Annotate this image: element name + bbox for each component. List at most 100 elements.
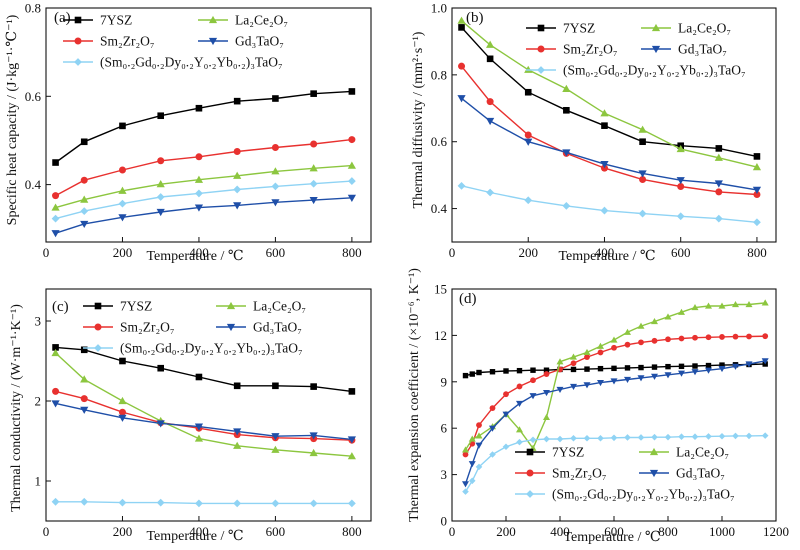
panel-d-series-1-point	[665, 336, 671, 343]
panel-c-legend: 7YSZ La₂Ce₂O₇ Sm₂Zr₂O₇ Gd₃TaO₇ (Sm₀.₂Gd₀.₂Dy…	[83, 299, 306, 356]
panel-d-series-4-point	[691, 433, 699, 441]
panel-d-series-3-point	[745, 361, 753, 368]
panel-c-series-2-point	[309, 448, 318, 457]
panel-d-legend-label: 7YSZ	[552, 445, 584, 460]
panel-d-series-0-point	[597, 365, 604, 372]
panel-a-legend-label: Sm₂Zr₂O₇	[100, 34, 155, 49]
panel-d-series-1-point	[570, 360, 577, 367]
panel-a-series-4-point	[195, 189, 203, 198]
panel-d-series-4-point	[624, 434, 631, 441]
panel-d-series-0-point	[638, 364, 644, 371]
panel-c-series-0-point	[272, 382, 279, 390]
panel-b-series-2-point	[486, 40, 495, 48]
panel-b-legend: 7YSZ La₂Ce₂O₇ Sm₂Zr₂O₇ Gd₃TaO₇ (Sm₀.₂Gd₀.₂Dy…	[526, 21, 746, 78]
panel-d-series-2-point	[664, 313, 672, 320]
panel-c-series-4-point	[347, 499, 356, 508]
panel-a-series-2-point	[118, 186, 127, 194]
panel-d-series-0-point	[584, 366, 590, 372]
panel-d-series-0-point	[719, 362, 725, 368]
panel-a-series-4-point	[80, 207, 89, 215]
panel-d-series-1-point	[624, 341, 631, 348]
panel-b-series-0-point	[639, 138, 646, 146]
panel-d-series-1-point	[705, 334, 712, 341]
panel-c-series-0-point	[195, 373, 203, 381]
panel-b-series-3-point	[562, 149, 571, 157]
panel-b-series-0-point	[753, 153, 761, 160]
panel-b-series-0-point	[715, 145, 723, 152]
panel-d-xtick-label: 800	[658, 524, 678, 539]
panel-b-xtick-label: 400	[595, 245, 615, 260]
panel-d-series-0-point	[678, 363, 685, 370]
panel-c-xtick-label: 400	[189, 524, 209, 539]
panel-b-series-1-point	[486, 98, 494, 106]
panel-d-series-2-point	[637, 322, 645, 329]
panel-d-series-1-point	[489, 405, 496, 411]
panel-d-series-2-point	[468, 435, 476, 442]
panel-b-series-4-point	[753, 218, 761, 227]
panel-c-series-4-point	[233, 499, 242, 508]
panel-a-series-1-point	[310, 140, 318, 148]
panel-c-series-0-point	[157, 364, 165, 372]
panel-c-ytick-label: 1	[35, 474, 42, 489]
panel-a-series-4-point	[118, 199, 127, 208]
panel-a-plot-area: 0 200 400 600 800 0.4 0.6 0.8 7YSZ La₂Ce₂O₇ Sm₂Zr₂…	[25, 1, 372, 260]
panel-d-ytick-label: 15	[434, 282, 447, 297]
panel-d-series-3-point	[462, 481, 469, 488]
panel-b-series-0-point	[524, 88, 532, 96]
panel-a-series-0-point	[310, 90, 317, 97]
panel-d-series-0-point	[543, 367, 550, 373]
panel-a-series-2-point	[309, 164, 318, 172]
panel-a-series-2-point	[347, 161, 356, 169]
panel-a-ytick-label: 0.8	[25, 1, 41, 16]
panel-d-series-4-point	[745, 432, 753, 440]
panel-d-ytick-label: 9	[441, 374, 448, 389]
panel-b-xtick-label: 600	[671, 245, 691, 260]
panel-a-series-3-point	[233, 202, 242, 210]
panel-d-series-3-point	[637, 375, 645, 382]
panel-a-series-4-point	[51, 214, 60, 223]
panel-d-series-1-point	[638, 339, 644, 346]
panel-b-ytick-label: 0.6	[431, 134, 448, 149]
panel-c-series-2-point	[233, 441, 242, 449]
panel-a-series-line-2	[55, 164, 352, 209]
panel-d-series-2-point	[597, 342, 604, 349]
panel-c-legend-label: (Sm₀.₂Gd₀.₂Dy₀.₂Y₀.₂Yb₀.₂)₃TaO₇	[120, 341, 303, 356]
panel-d-series-2-point	[583, 348, 591, 356]
panel-c-series-4-point	[156, 498, 165, 507]
panel-b-xlabel: Temperature / ℃	[558, 249, 655, 264]
panel-a-xlabel: Temperature / ℃	[146, 249, 243, 264]
panel-b-series-1-point	[458, 62, 466, 70]
panel-d-series-3-point	[732, 363, 739, 370]
panel-d-ylabel: Thermal expansion coefficient / (×10⁻⁶, …	[407, 268, 422, 522]
panel-b-series-3-point	[714, 180, 723, 188]
panel-d-legend-marker	[526, 448, 534, 456]
panel-c-legend-marker	[94, 323, 102, 331]
panel-b-xtick-label: 0	[449, 245, 456, 260]
panel-c-legend-marker	[94, 344, 102, 352]
panel-b-plot-area: 0 200 400 600 800 0.4 0.6 0.8 1.0 7YSZ La₂Ce₂O₇ Sm₂…	[431, 1, 777, 260]
panel-c-series-4-point	[118, 498, 127, 507]
panel-c-legend-label: La₂Ce₂O₇	[253, 299, 306, 314]
panel-c-series-0-point	[52, 344, 59, 351]
panel-b-ylabel: Thermal diffusivity / (mm²·s⁻¹)	[411, 31, 426, 208]
panel-b-legend-label: (Sm₀.₂Gd₀.₂Dy₀.₂Y₀.₂Yb₀.₂)₃TaO₇	[563, 63, 746, 78]
panel-c-legend-marker	[226, 301, 236, 310]
panel-d-series-4-point	[502, 443, 510, 451]
panel-c-series-2-point	[80, 375, 89, 383]
panel-d-series-0-point	[462, 372, 469, 379]
panel-b-series-3-point	[676, 177, 685, 185]
panel-b-series-1-point	[524, 131, 532, 139]
panel-b-frame	[451, 7, 777, 243]
panel-b-series-1-point	[677, 183, 685, 191]
panel-d-xtick-label: 200	[496, 524, 516, 539]
panel-a-series-4-point	[156, 193, 165, 201]
panel-a-legend: 7YSZ La₂Ce₂O₇ Sm₂Zr₂O₇ Gd₃TaO₇ (Sm₀.₂Gd₀.₂Dy…	[63, 13, 288, 70]
panel-b-ytick-label: 0.8	[431, 67, 447, 82]
panel-a-series-4-point	[233, 185, 242, 194]
panel-d-series-0-point	[489, 369, 496, 375]
panel-a-ylabel: Specific heat capacity / (J·kg⁻¹·℃⁻¹)	[5, 14, 20, 225]
panel-b-series-4-point	[486, 188, 495, 197]
panel-a-series-3-point	[309, 196, 318, 205]
panel-d-series-4-point	[529, 436, 537, 444]
